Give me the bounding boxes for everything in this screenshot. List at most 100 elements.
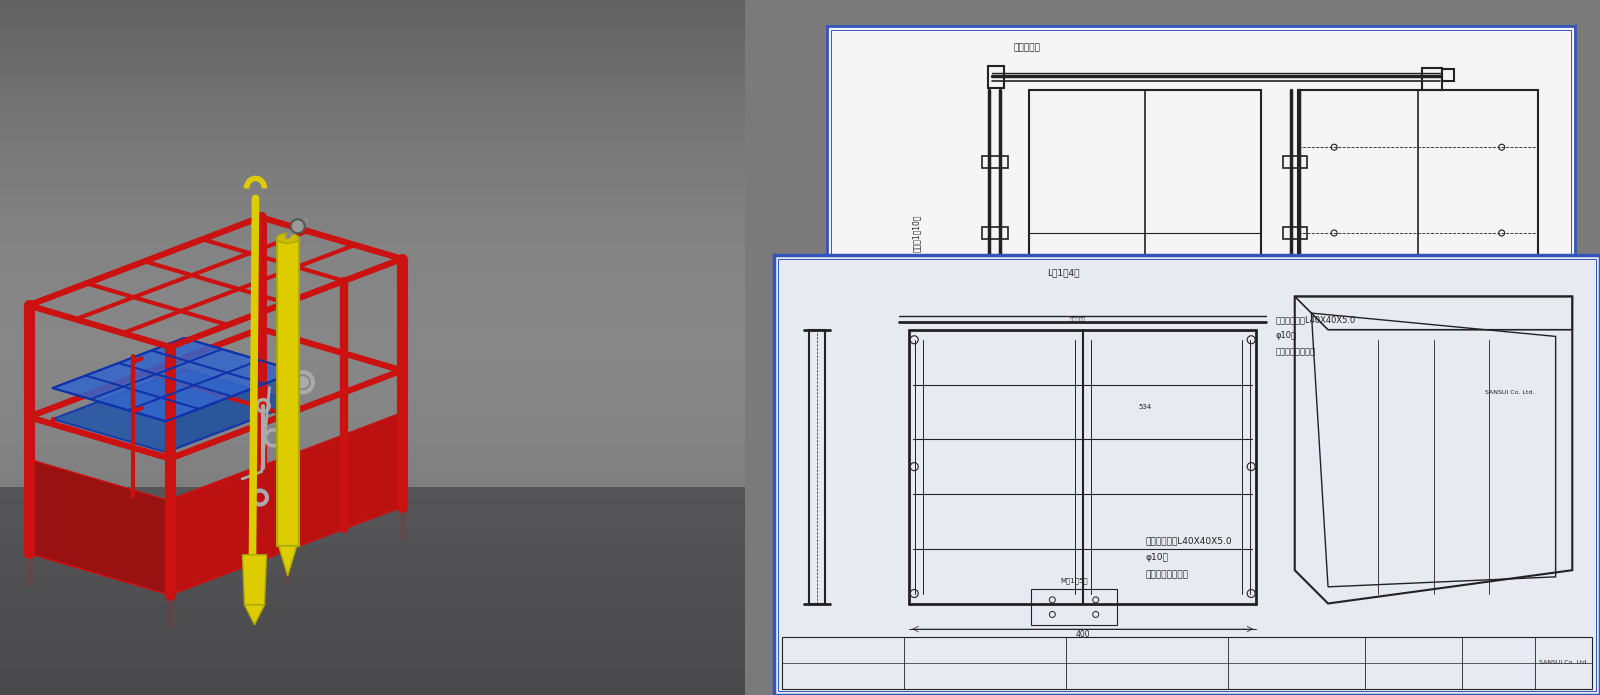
Bar: [0, 514, 746, 521]
Bar: [827, 26, 1574, 418]
Bar: [0, 138, 746, 146]
Bar: [981, 156, 1008, 167]
Bar: [0, 569, 746, 577]
Bar: [0, 90, 746, 97]
Bar: [0, 215, 746, 222]
Bar: [0, 500, 746, 507]
Bar: [0, 402, 746, 410]
Bar: [0, 173, 746, 181]
Bar: [0, 680, 746, 688]
Text: フロント断: フロント断: [1014, 44, 1042, 53]
Bar: [1283, 298, 1307, 311]
Bar: [1422, 68, 1442, 90]
Bar: [0, 166, 746, 174]
Bar: [0, 305, 746, 313]
Bar: [0, 208, 746, 215]
Bar: [0, 319, 746, 327]
Bar: [0, 660, 746, 667]
Bar: [0, 646, 746, 653]
Bar: [774, 255, 1600, 695]
Bar: [0, 48, 746, 56]
Bar: [0, 277, 746, 285]
Bar: [1083, 377, 1094, 393]
Bar: [0, 493, 746, 500]
Bar: [0, 395, 746, 403]
Text: 全回バリ携きこと: 全回バリ携きこと: [1275, 348, 1315, 357]
Polygon shape: [278, 546, 296, 576]
Bar: [0, 437, 746, 445]
Bar: [0, 361, 746, 368]
Bar: [0, 83, 746, 90]
Text: M（1：5）: M（1：5）: [1061, 578, 1088, 584]
Bar: [1442, 69, 1454, 81]
Bar: [0, 687, 746, 695]
Bar: [778, 259, 1597, 691]
Bar: [0, 382, 746, 389]
Text: SANSUI Co. Ltd.: SANSUI Co. Ltd.: [1485, 389, 1534, 395]
Bar: [0, 597, 746, 605]
Bar: [0, 673, 746, 681]
Bar: [0, 409, 746, 417]
Bar: [0, 354, 746, 361]
Bar: [0, 263, 746, 271]
Bar: [0, 541, 746, 549]
Bar: [0, 472, 746, 480]
Bar: [0, 604, 746, 612]
Bar: [0, 131, 746, 139]
Bar: [971, 377, 982, 393]
Bar: [0, 423, 746, 431]
Bar: [0, 27, 746, 35]
Bar: [0, 243, 746, 250]
Bar: [810, 329, 826, 603]
Bar: [0, 152, 746, 160]
Bar: [0, 333, 746, 341]
Bar: [0, 639, 746, 646]
Bar: [830, 30, 1571, 414]
Bar: [0, 34, 746, 42]
Polygon shape: [166, 371, 298, 452]
Text: 縮尺（1：10）: 縮尺（1：10）: [912, 214, 922, 252]
Bar: [1030, 589, 1117, 626]
Bar: [0, 111, 746, 118]
Bar: [987, 66, 1003, 88]
Text: 534: 534: [1138, 404, 1152, 410]
Bar: [0, 458, 746, 466]
Circle shape: [291, 219, 304, 234]
Bar: [0, 145, 746, 153]
Bar: [1195, 377, 1206, 393]
Bar: [0, 444, 746, 452]
Bar: [0, 548, 746, 556]
Bar: [0, 340, 746, 348]
Bar: [0, 201, 746, 208]
Ellipse shape: [277, 234, 299, 243]
Polygon shape: [53, 369, 298, 452]
Bar: [0, 250, 746, 257]
Bar: [782, 637, 1592, 689]
Polygon shape: [170, 413, 402, 595]
Text: ドア第止め: ドア第止め: [1069, 318, 1086, 323]
Bar: [0, 389, 746, 396]
Bar: [0, 236, 746, 243]
Bar: [0, 76, 746, 83]
Text: 400: 400: [1075, 630, 1090, 639]
Bar: [981, 227, 1008, 239]
Bar: [774, 255, 1600, 695]
Bar: [0, 180, 746, 188]
Bar: [0, 298, 746, 306]
Text: 全回バリ携きこと: 全回バリ携きこと: [1146, 571, 1189, 580]
Bar: [0, 632, 746, 639]
Bar: [0, 521, 746, 528]
Bar: [0, 104, 746, 111]
Bar: [0, 326, 746, 334]
Bar: [0, 576, 746, 584]
Bar: [0, 590, 746, 598]
Bar: [1307, 377, 1318, 393]
Polygon shape: [0, 486, 746, 695]
Bar: [277, 238, 299, 546]
Bar: [0, 69, 746, 76]
Bar: [981, 298, 1008, 311]
Polygon shape: [29, 459, 170, 595]
Polygon shape: [53, 338, 298, 421]
Bar: [0, 562, 746, 570]
Bar: [0, 653, 746, 660]
